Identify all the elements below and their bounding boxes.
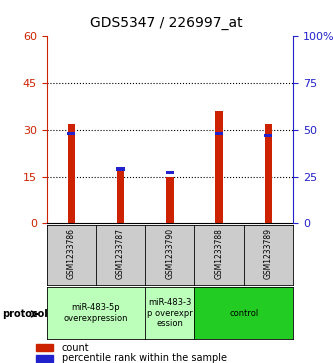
Text: GSM1233790: GSM1233790: [165, 228, 174, 280]
Bar: [215, 132, 223, 135]
Bar: [117, 170, 124, 223]
Bar: [215, 111, 223, 223]
Text: GSM1233787: GSM1233787: [116, 228, 125, 279]
Text: GSM1233789: GSM1233789: [264, 228, 273, 279]
Text: GSM1233786: GSM1233786: [67, 228, 76, 279]
Text: count: count: [62, 343, 89, 353]
Text: miR-483-5p
overexpression: miR-483-5p overexpression: [64, 303, 128, 323]
Bar: [36, 355, 53, 362]
Bar: [265, 123, 272, 223]
Text: control: control: [229, 309, 258, 318]
Text: GSM1233788: GSM1233788: [214, 228, 224, 279]
Bar: [264, 134, 272, 137]
Bar: [166, 171, 174, 174]
Bar: [68, 123, 75, 223]
Text: GDS5347 / 226997_at: GDS5347 / 226997_at: [90, 16, 243, 30]
Text: percentile rank within the sample: percentile rank within the sample: [62, 353, 226, 363]
Text: protocol: protocol: [2, 309, 47, 319]
Bar: [36, 344, 53, 351]
Bar: [166, 176, 173, 223]
Bar: [67, 132, 75, 135]
Text: miR-483-3
p overexpr
ession: miR-483-3 p overexpr ession: [147, 298, 193, 328]
Bar: [117, 167, 125, 171]
